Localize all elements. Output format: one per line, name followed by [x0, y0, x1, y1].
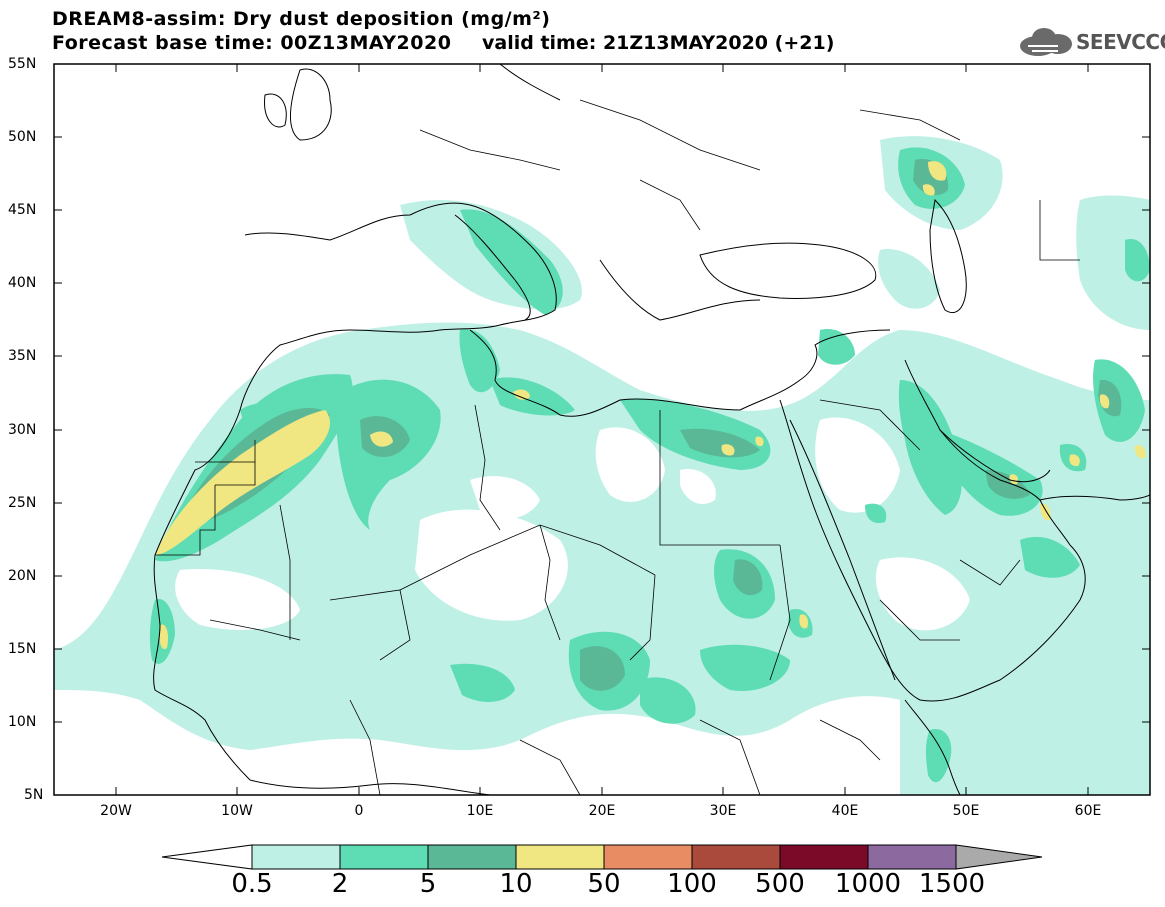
lat-label-45n: 45N [8, 202, 37, 218]
cloud-icon [1020, 28, 1072, 56]
borders [155, 99, 1080, 795]
lat-label-50n: 50N [8, 129, 37, 145]
lat-label-35n: 35N [8, 348, 37, 364]
tick-marks [54, 63, 1150, 795]
colorbar-over-triangle [955, 844, 1043, 870]
colorbar-under-triangle [161, 844, 253, 870]
dust-level-4 [155, 161, 1146, 650]
valid-time: valid time: 21Z13MAY2020 (+21) [482, 32, 835, 54]
colorbar-legend [161, 844, 1043, 870]
lat-label-40n: 40N [8, 275, 37, 291]
colorbar-label-1500: 1500 [918, 869, 986, 899]
lat-label-15n: 15N [8, 641, 37, 657]
colorbar-label-100: 100 [667, 869, 717, 899]
lat-label-20n: 20N [8, 568, 37, 584]
lon-label-20e: 20E [588, 803, 616, 819]
colorbar-label-10: 10 [499, 869, 533, 899]
lon-label-40e: 40E [831, 803, 859, 819]
coastlines [153, 64, 1150, 795]
lon-label-60e: 60E [1074, 803, 1102, 819]
forecast-base-time: Forecast base time: 00Z13MAY2020 [52, 32, 452, 54]
lat-label-10n: 10N [8, 714, 37, 730]
lat-label-25n: 25N [8, 495, 37, 511]
lon-label-10w: 10W [221, 803, 253, 819]
lon-label-10e: 10E [466, 803, 494, 819]
colorbar-label-500: 500 [755, 869, 805, 899]
colorbar-swatch-1000-1500 [867, 844, 957, 870]
colorbar-swatch-10-50 [515, 844, 605, 870]
colorbar-swatch-0.5-2 [251, 844, 341, 870]
colorbar-label-5: 5 [419, 869, 437, 899]
colorbar-swatch-50-100 [603, 844, 693, 870]
lon-label-0: 0 [354, 803, 364, 819]
logo-text: SEEVCCC [1076, 30, 1165, 54]
lon-label-20w: 20W [100, 803, 132, 819]
colorbar-label-1000: 1000 [834, 869, 902, 899]
lat-label-30n: 30N [8, 422, 37, 438]
colorbar-swatch-5-10 [427, 844, 517, 870]
lon-label-50e: 50E [952, 803, 980, 819]
colorbar-swatch-500-1000 [779, 844, 869, 870]
colorbar-label-2: 2 [331, 869, 349, 899]
colorbar-swatch-100-500 [691, 844, 781, 870]
lat-label-5n: 5N [24, 787, 44, 803]
lat-label-55n: 55N [8, 56, 37, 72]
colorbar-label-50: 50 [587, 869, 621, 899]
map-title: DREAM8-assim: Dry dust deposition (mg/m²… [52, 8, 551, 30]
lon-label-30e: 30E [709, 803, 737, 819]
colorbar-label-0.5: 0.5 [231, 869, 273, 899]
colorbar-swatch-2-5 [339, 844, 429, 870]
